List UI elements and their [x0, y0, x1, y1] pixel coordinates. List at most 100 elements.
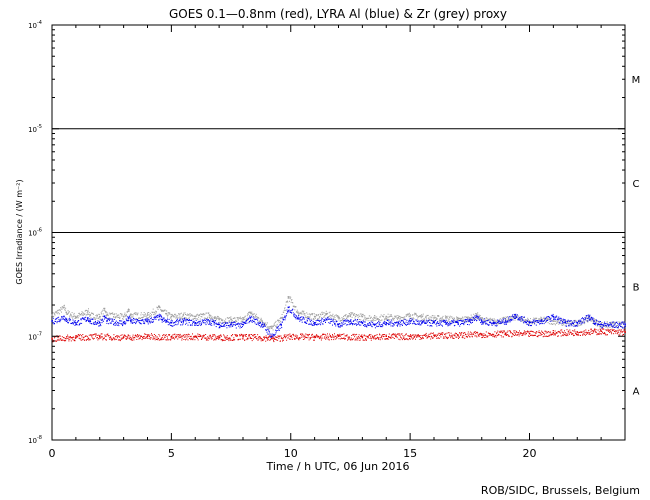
series-1-trace-dot [316, 319, 318, 321]
series-1-trace-dot [235, 323, 237, 325]
series-2-trace-dot [282, 340, 283, 342]
series-2-trace-dot [522, 334, 524, 336]
series-1-trace-dot [202, 320, 204, 322]
series-2-trace-dot [94, 333, 96, 335]
series-2-trace-dot [221, 339, 223, 340]
series-2-trace-dot [254, 334, 256, 336]
series-0-trace-dot [574, 320, 576, 322]
series-0-trace-dot [68, 311, 70, 313]
series-2-trace-dot [300, 333, 302, 335]
series-2-trace-dot [353, 333, 355, 335]
series-1-trace-dot [596, 323, 598, 325]
series-2-trace-dot [375, 334, 377, 336]
series-1-trace-dot [186, 322, 188, 324]
series-2-trace-dot [541, 334, 543, 335]
series-0-trace-dot [314, 317, 316, 319]
series-1-trace-dot [109, 318, 111, 320]
series-0-trace-dot [331, 315, 333, 317]
series-0-point-39 [421, 315, 423, 318]
series-2-trace-dot [417, 334, 419, 336]
series-1-trace-dot [351, 323, 353, 325]
series-1-trace-dot [541, 322, 543, 324]
series-2-trace-dot [359, 337, 360, 339]
series-2-trace-dot [406, 333, 407, 335]
series-2-trace-dot [248, 334, 250, 336]
series-1-trace-dot [375, 323, 377, 324]
series-2-trace-dot [571, 333, 573, 335]
series-0-trace-dot [578, 325, 580, 327]
series-0-trace-dot [453, 318, 455, 320]
series-2-trace-dot [360, 335, 362, 337]
series-1-trace-dot [622, 322, 624, 324]
series-0-trace-dot [356, 314, 358, 316]
series-1-trace-dot [598, 323, 599, 325]
series-0-point-30 [313, 315, 316, 318]
series-1-trace-dot [117, 323, 119, 325]
series-1-trace-dot [144, 319, 146, 321]
series-0-trace-dot [332, 316, 334, 318]
series-2-trace-dot [58, 340, 60, 341]
series-1-trace-dot [438, 322, 440, 324]
series-1-trace-dot [525, 321, 527, 323]
series-2-point-24 [600, 330, 602, 332]
series-1-trace-dot [608, 325, 610, 327]
series-0-trace-dot [451, 316, 453, 318]
series-0-trace-dot [310, 318, 312, 320]
series-2-trace-dot [163, 334, 165, 336]
series-1-trace-dot [260, 325, 262, 327]
series-1-trace-dot [80, 319, 82, 321]
series-1-trace-dot [212, 319, 214, 321]
series-1-point-0 [51, 320, 53, 322]
series-1-trace-dot [556, 315, 558, 317]
series-0-trace-dot [230, 322, 231, 324]
series-0-point-44 [476, 314, 478, 316]
series-1-trace-dot [279, 324, 281, 326]
series-2-trace-dot [237, 334, 238, 336]
series-2-trace-dot [170, 337, 172, 339]
series-1-trace-dot [601, 327, 603, 329]
series-2-trace-dot [439, 334, 441, 336]
series-0-trace-dot [567, 322, 569, 324]
series-0-trace-dot [167, 312, 169, 313]
series-1-trace-dot [393, 324, 395, 326]
series-0-trace-dot [403, 318, 405, 320]
series-0-trace-dot [569, 321, 571, 323]
series-2-trace-dot [81, 335, 83, 337]
series-0-trace-dot [146, 317, 148, 319]
series-2-trace-dot [208, 337, 210, 339]
series-1-trace-dot [481, 323, 483, 325]
series-0-trace-dot [142, 314, 144, 315]
series-1-trace-dot [234, 322, 236, 323]
series-0-trace-dot [180, 317, 182, 319]
series-0-trace-dot [564, 321, 566, 323]
series-2-trace-dot [427, 335, 429, 337]
series-1-point-22 [230, 323, 232, 326]
series-1-trace-dot [460, 320, 462, 322]
series-2-trace-dot [571, 333, 573, 335]
series-2-trace-dot [516, 334, 518, 336]
series-1-trace-dot [517, 319, 519, 321]
series-2-trace-dot [104, 337, 105, 339]
series-0-trace-dot [399, 318, 401, 320]
series-1-trace-dot [611, 325, 613, 327]
series-1-trace-dot [184, 318, 186, 320]
series-1-trace-dot [182, 323, 184, 325]
series-1-trace-dot [419, 323, 421, 325]
series-0-trace-dot [451, 318, 453, 319]
series-2-trace-dot [387, 338, 389, 340]
series-2-trace-dot [57, 336, 59, 338]
series-0-trace-dot [363, 317, 365, 319]
series-2-trace-dot [334, 333, 335, 335]
series-2-trace-dot [289, 333, 291, 335]
series-0-trace-dot [389, 319, 391, 321]
series-2-trace-dot [125, 338, 127, 340]
series-0-trace-dot [255, 315, 256, 317]
series-2-trace-dot [567, 334, 569, 336]
series-2-trace-dot [308, 334, 310, 336]
series-2-trace-dot [521, 333, 523, 335]
series-1-trace-dot [144, 318, 146, 320]
series-1-trace-dot [306, 319, 308, 321]
series-2-trace-dot [216, 337, 218, 339]
series-2-trace-dot [61, 339, 63, 341]
series-0-trace-dot [174, 313, 176, 315]
